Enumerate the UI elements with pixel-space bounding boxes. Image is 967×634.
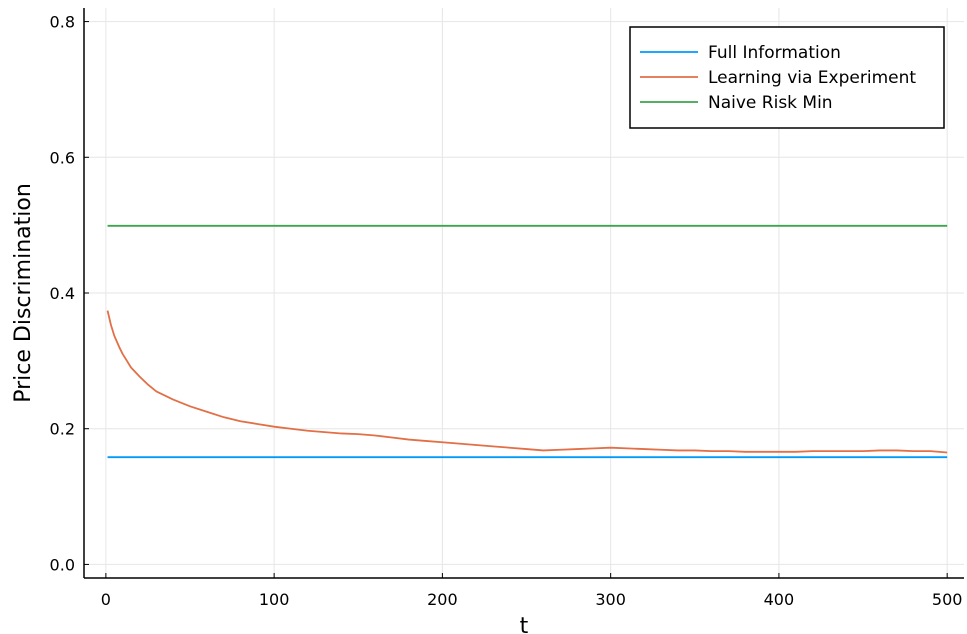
legend: Full Information Learning via Experiment N… xyxy=(629,26,945,129)
axes xyxy=(83,8,964,579)
legend-entry-label: Full Information xyxy=(708,43,841,63)
legend-entry-label: Learning via Experiment xyxy=(708,68,916,88)
legend-entry-label: Naive Risk Min xyxy=(708,93,833,113)
x-tick-label: 500 xyxy=(932,590,963,609)
y-axis-title: Price Discrimination xyxy=(11,183,36,403)
series-line-2 xyxy=(106,310,948,454)
tick-labels: 0 100 200 300 400 500 0.0 0.2 0.4 0.6 0.8 xyxy=(50,13,963,609)
x-tick-label: 400 xyxy=(764,590,795,609)
y-tick-label: 0.2 xyxy=(50,420,75,439)
x-tick-label: 0 xyxy=(101,590,111,609)
y-tick-label: 0.0 xyxy=(50,555,75,574)
y-tick-label: 0.6 xyxy=(50,148,75,167)
x-tick-label: 200 xyxy=(427,590,458,609)
x-tick-label: 100 xyxy=(259,590,290,609)
y-tick-label: 0.4 xyxy=(50,284,75,303)
y-tick-label: 0.8 xyxy=(50,13,75,32)
series-layer xyxy=(106,224,948,459)
x-axis-title: t xyxy=(520,614,529,634)
grid xyxy=(84,8,964,578)
x-tick-label: 300 xyxy=(595,590,626,609)
